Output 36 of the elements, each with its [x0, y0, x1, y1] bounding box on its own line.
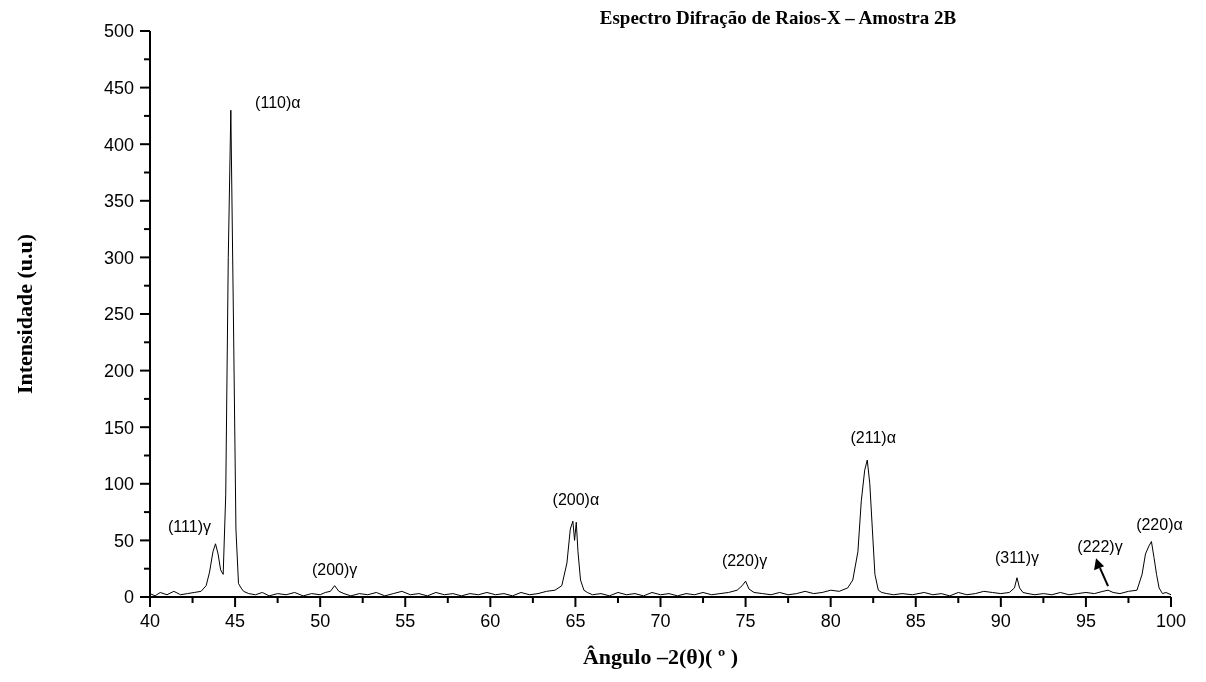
y-tick-label: 50	[113, 530, 134, 551]
x-axis-title: Ângulo –2(θ)( º )	[582, 644, 739, 669]
x-tick-label: 65	[565, 611, 586, 631]
y-tick-label: 350	[103, 191, 134, 212]
y-tick-label: 450	[103, 77, 134, 98]
y-tick-label: 200	[103, 360, 134, 381]
x-tick-label: 50	[310, 611, 331, 631]
x-tick-label: 85	[905, 611, 926, 631]
x-tick-label: 90	[990, 611, 1011, 631]
x-tick-label: 55	[395, 611, 416, 631]
y-tick-label: 500	[103, 21, 134, 42]
x-tick-label: 100	[1155, 611, 1187, 631]
x-tick-label: 60	[480, 611, 501, 631]
y-axis-title: Intensidade (u.u)	[12, 233, 37, 395]
y-tick-label: 150	[103, 417, 134, 438]
x-tick-label: 75	[735, 611, 756, 631]
annotation: (200)α	[552, 491, 600, 509]
annotation: (222)γ	[1077, 538, 1123, 556]
x-tick-label: 70	[650, 611, 671, 631]
x-tick-label: 95	[1075, 611, 1096, 631]
y-tick-label: 250	[103, 304, 134, 325]
annotation: (110)α	[255, 94, 301, 112]
x-tick-label: 80	[820, 611, 841, 631]
y-tick-label: 400	[103, 134, 134, 155]
chart-title: Espectro Difração de Raios-X – Amostra 2B	[599, 7, 957, 28]
y-tick-label: 300	[103, 247, 134, 268]
annotation: (200)γ	[311, 560, 358, 578]
annotation: (211)α	[850, 429, 896, 447]
annotation: (220)γ	[721, 552, 768, 570]
y-tick-label: 100	[103, 474, 134, 495]
annotation: (311)γ	[994, 548, 1040, 566]
y-tick-label: 0	[123, 587, 134, 608]
annotation: (111)γ	[168, 517, 212, 535]
x-tick-label: 40	[139, 611, 161, 631]
annotation: (220)α	[1136, 515, 1183, 533]
x-tick-label: 45	[225, 611, 246, 631]
